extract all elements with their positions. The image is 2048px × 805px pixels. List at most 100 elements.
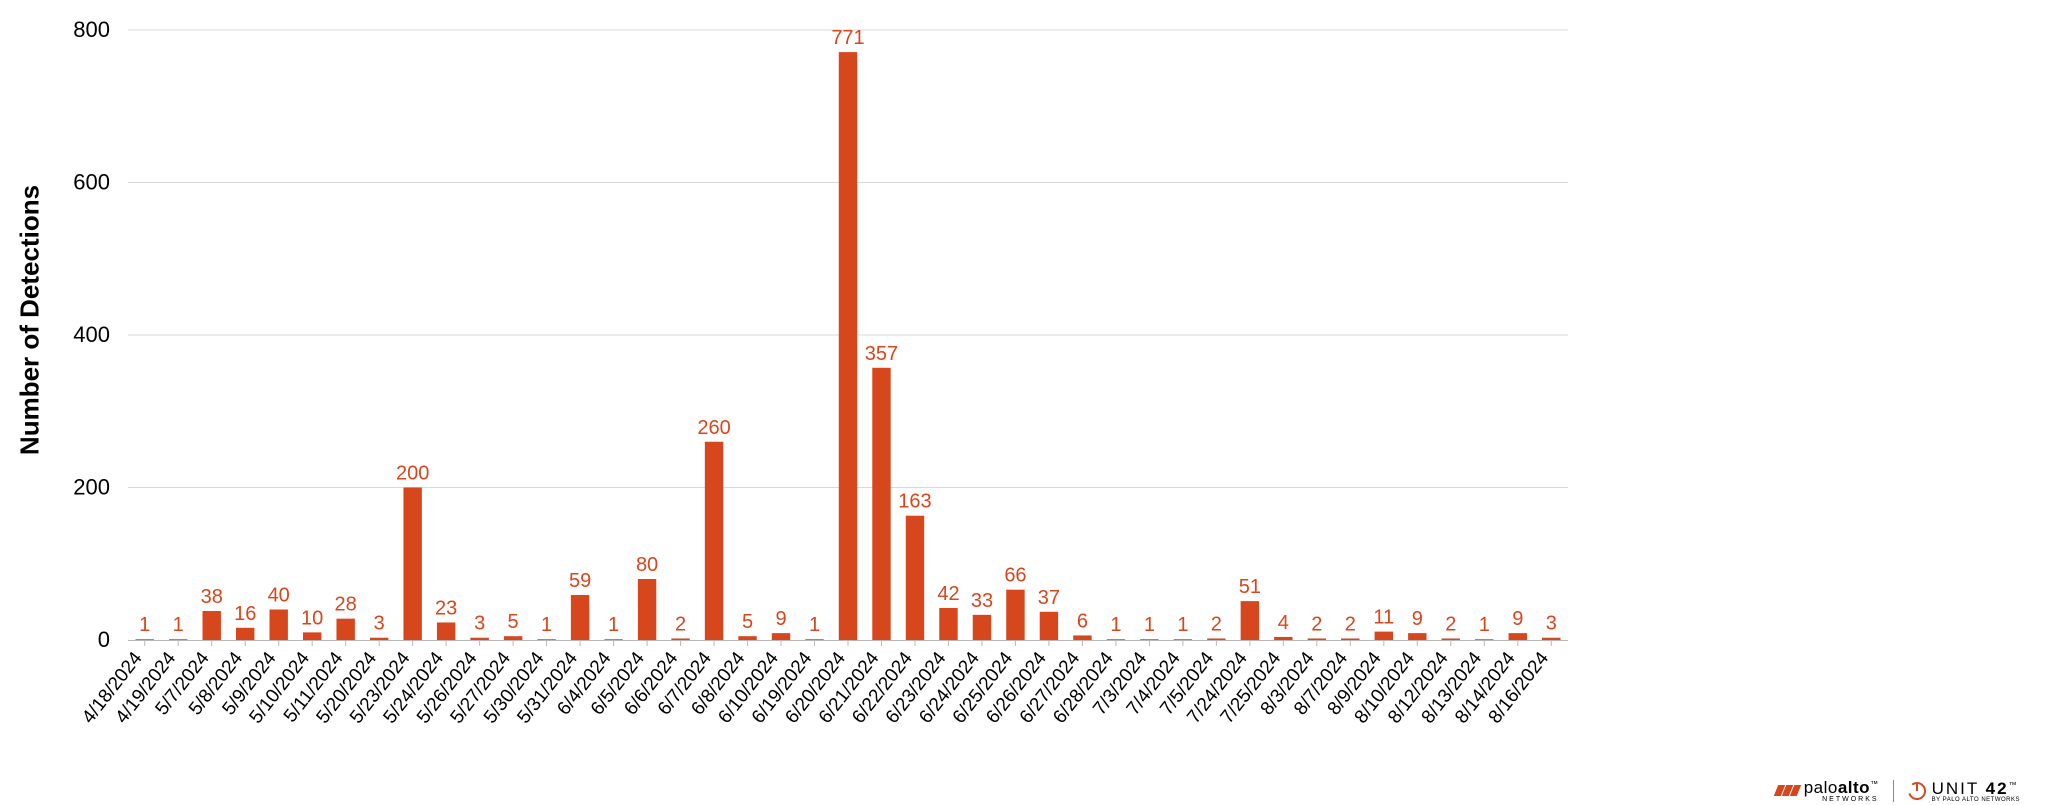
y-tick-label: 0 xyxy=(98,627,110,652)
y-axis-title: Number of Detections xyxy=(15,185,46,455)
bar-value-label: 37 xyxy=(1038,587,1060,609)
brand-divider xyxy=(1893,780,1894,802)
bar-value-label: 9 xyxy=(775,608,786,630)
bar xyxy=(906,516,924,640)
bar-value-label: 9 xyxy=(1512,608,1523,630)
chart-svg: 020040060080014/18/202414/19/2024385/7/2… xyxy=(0,0,2048,740)
bar xyxy=(1509,633,1527,640)
bar-value-label: 6 xyxy=(1077,610,1088,632)
bar xyxy=(370,638,388,640)
bar-value-label: 1 xyxy=(1144,614,1155,636)
y-tick-label: 200 xyxy=(73,475,110,500)
bar-value-label: 23 xyxy=(435,597,457,619)
bar-value-label: 2 xyxy=(1211,613,1222,635)
bar xyxy=(403,488,421,641)
bar-value-label: 66 xyxy=(1004,565,1026,587)
bar-value-label: 1 xyxy=(1479,614,1490,636)
bar xyxy=(1475,639,1493,640)
bar xyxy=(1107,639,1125,640)
bar xyxy=(1274,637,1292,640)
bar-value-label: 33 xyxy=(971,590,993,612)
bar-value-label: 357 xyxy=(865,343,898,365)
bar-value-label: 42 xyxy=(937,583,959,605)
bar xyxy=(1308,638,1326,640)
bar xyxy=(470,638,488,640)
bar-value-label: 4 xyxy=(1278,612,1289,634)
bar xyxy=(839,52,857,640)
bar-value-label: 3 xyxy=(1546,613,1557,635)
bar xyxy=(1040,612,1058,640)
bar xyxy=(1542,638,1560,640)
bar-value-label: 1 xyxy=(1110,614,1121,636)
bar-value-label: 2 xyxy=(1311,613,1322,635)
unit42-wordmark: UNIT 42™ xyxy=(1932,780,2020,797)
bar xyxy=(638,579,656,640)
bar-value-label: 260 xyxy=(697,417,730,439)
bar xyxy=(336,619,354,640)
bar-value-label: 200 xyxy=(396,463,429,485)
bar-value-label: 1 xyxy=(809,614,820,636)
bar-value-label: 771 xyxy=(831,27,864,49)
unit42-logo: UNIT 42™ BY PALO ALTO NETWORKS xyxy=(1908,780,2020,803)
bar-value-label: 3 xyxy=(374,613,385,635)
bar xyxy=(1375,632,1393,640)
unit42-mark-icon xyxy=(1908,782,1926,800)
y-tick-label: 800 xyxy=(73,17,110,42)
bar-value-label: 59 xyxy=(569,570,591,592)
bar xyxy=(1241,601,1259,640)
bar xyxy=(705,442,723,640)
branding-footer: paloalto™ NETWORKS UNIT 42™ BY PALO ALTO… xyxy=(1776,779,2020,803)
bar xyxy=(671,638,689,640)
bar xyxy=(236,628,254,640)
bar xyxy=(1174,639,1192,640)
bar-value-label: 11 xyxy=(1373,607,1394,629)
bar xyxy=(1073,635,1091,640)
bar xyxy=(939,608,957,640)
bar-value-label: 1 xyxy=(608,614,619,636)
bar xyxy=(437,622,455,640)
bar xyxy=(269,610,287,641)
bar xyxy=(1408,633,1426,640)
bar xyxy=(1207,638,1225,640)
bar-value-label: 2 xyxy=(1345,613,1356,635)
bar xyxy=(1140,639,1158,640)
bar-value-label: 28 xyxy=(335,594,357,616)
bar xyxy=(872,368,890,640)
bar-value-label: 40 xyxy=(268,585,290,607)
bar-value-label: 1 xyxy=(139,614,150,636)
bar xyxy=(973,615,991,640)
bar xyxy=(303,632,321,640)
bar xyxy=(136,639,154,640)
bar xyxy=(537,639,555,640)
paloalto-mark-icon xyxy=(1776,783,1798,799)
bar-value-label: 1 xyxy=(173,614,184,636)
bar-value-label: 1 xyxy=(541,614,552,636)
bar xyxy=(571,595,589,640)
bar xyxy=(169,639,187,640)
bar-value-label: 10 xyxy=(301,607,323,629)
bar-value-label: 5 xyxy=(742,611,753,633)
y-tick-label: 400 xyxy=(73,322,110,347)
unit42-subtext: BY PALO ALTO NETWORKS xyxy=(1932,797,2020,803)
bar-value-label: 5 xyxy=(508,611,519,633)
bar-value-label: 1 xyxy=(1177,614,1188,636)
paloalto-wordmark: paloalto™ xyxy=(1804,779,1879,796)
detections-bar-chart: Number of Detections 020040060080014/18/… xyxy=(0,0,2048,805)
bar-value-label: 16 xyxy=(234,603,256,625)
bar xyxy=(738,636,756,640)
bar-value-label: 3 xyxy=(474,613,485,635)
bar-value-label: 163 xyxy=(898,491,931,513)
bar xyxy=(1442,638,1460,640)
bar xyxy=(504,636,522,640)
bar xyxy=(805,639,823,640)
bar-value-label: 9 xyxy=(1412,608,1423,630)
y-tick-label: 600 xyxy=(73,170,110,195)
paloalto-subtext: NETWORKS xyxy=(1822,796,1878,803)
bar-value-label: 2 xyxy=(1445,613,1456,635)
y-axis-title-container: Number of Detections xyxy=(0,0,60,640)
bar xyxy=(1006,590,1024,640)
bar xyxy=(203,611,221,640)
bar-value-label: 80 xyxy=(636,554,658,576)
bar xyxy=(772,633,790,640)
bar-value-label: 2 xyxy=(675,613,686,635)
